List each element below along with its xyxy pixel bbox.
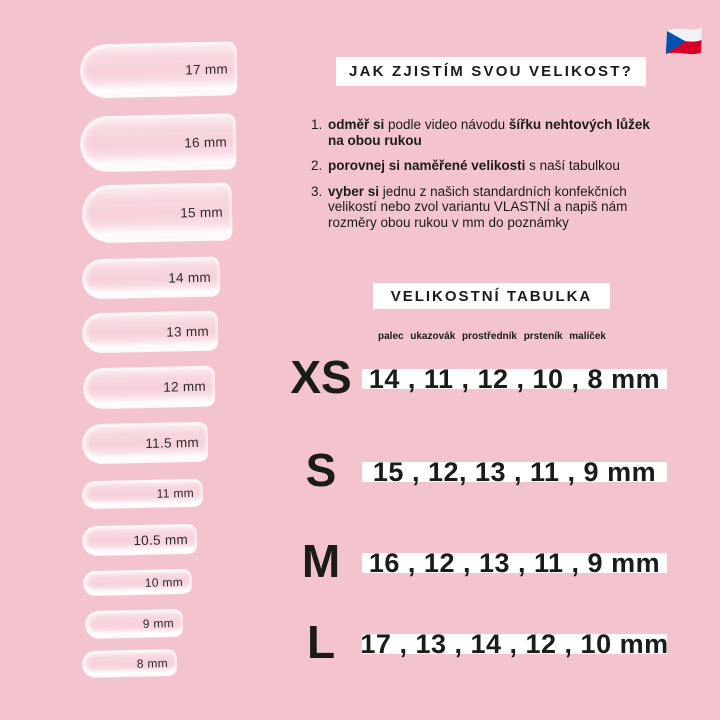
size-values: 14 , 11 , 12 , 10 , 8 mm (368, 363, 661, 394)
nail-size-label: 14 mm (168, 269, 212, 286)
size-values-bar-s: 15 , 12, 13 , 11 , 9 mm (362, 457, 667, 487)
czech-flag-icon (666, 27, 702, 55)
instruction-number: 2. (311, 158, 323, 173)
instruction-text-bold: porovnej si naměřené velikosti (328, 158, 526, 173)
instruction-item: 3. vyber si jednu z našich standardních k… (311, 184, 683, 231)
size-values: 17 , 13 , 14 , 12 , 10 mm (360, 628, 669, 659)
nail-tip: 14 mm (81, 256, 221, 300)
nail-tip: 10.5 mm (81, 523, 198, 557)
size-label-s: S (305, 444, 337, 496)
nail-size-label: 11 mm (156, 485, 195, 501)
nail-size-label: 13 mm (166, 323, 210, 340)
nail-tip: 13 mm (81, 310, 219, 354)
size-values: 16 , 12 , 13 , 11 , 9 mm (368, 547, 661, 578)
instruction-item: 2. porovnej si naměřené velikosti s naší … (311, 158, 683, 174)
size-values: 15 , 12, 13 , 11 , 9 mm (372, 456, 657, 487)
instructions-list: 1. odměř si podle video návodu šířku neht… (311, 117, 683, 240)
instruction-text-regular: podle video návodu (384, 117, 509, 132)
size-values-bar-xs: 14 , 11 , 12 , 10 , 8 mm (362, 364, 667, 394)
finger-labels-row: palec ukazovák prostředník prsteník malíček (378, 331, 606, 342)
size-values-bar-l: 17 , 13 , 14 , 12 , 10 mm (360, 629, 668, 659)
nail-tip: 17 mm (79, 41, 238, 99)
nail-size-label: 17 mm (185, 61, 229, 77)
nail-tip: 12 mm (82, 365, 216, 410)
size-label-l: L (306, 616, 336, 668)
instruction-number: 1. (311, 117, 323, 132)
instruction-text-bold: vyber si (328, 183, 380, 199)
instruction-text-regular: jednu z našich standardních konfekčních … (328, 183, 628, 230)
instruction-text-bold: odměř si (328, 117, 385, 132)
nail-size-label: 10.5 mm (133, 531, 189, 548)
instruction-text-regular: s naší tabulkou (525, 158, 620, 173)
nail-tip: 9 mm (84, 608, 184, 640)
nail-tip: 10 mm (82, 568, 193, 597)
finger-label-malicek: malíček (569, 331, 606, 342)
size-table-title: VELIKOSTNÍ TABULKA (390, 287, 593, 305)
instruction-text: porovnej si naměřené velikosti s naší ta… (328, 158, 620, 174)
nail-tip: 15 mm (81, 182, 233, 244)
instruction-item: 1. odměř si podle video návodu šířku neht… (311, 117, 683, 148)
size-label-xs: XS (290, 351, 352, 403)
nail-tip: 8 mm (81, 649, 178, 678)
instruction-text: odměř si podle video návodu šířku nehtov… (328, 117, 650, 148)
finger-label-prostrednik: prostředník (461, 331, 517, 342)
nail-size-label: 12 mm (163, 378, 207, 395)
nail-size-label: 9 mm (142, 616, 175, 631)
nail-size-label: 11.5 mm (145, 434, 200, 451)
nail-size-label: 8 mm (136, 655, 169, 671)
nail-tip: 11 mm (81, 478, 204, 510)
size-values-bar-m: 16 , 12 , 13 , 11 , 9 mm (362, 548, 667, 578)
finger-label-palec: palec (378, 331, 404, 342)
size-label-m: M (301, 535, 341, 587)
size-table-title-bar: VELIKOSTNÍ TABULKA (373, 283, 610, 309)
nail-size-label: 10 mm (144, 574, 184, 590)
instruction-number: 3. (311, 183, 323, 199)
instruction-text-bold: šířku nehtových lůžek na obou rukou (328, 117, 650, 148)
nail-tip: 11.5 mm (81, 421, 209, 465)
instruction-text: vyber si jednu z našich standardních kon… (328, 184, 627, 231)
title-bar: JAK ZJISTÍM SVOU VELIKOST? (336, 57, 646, 86)
finger-label-ukazovak: ukazovák (410, 331, 456, 342)
finger-label-prstenik: prsteník (523, 331, 563, 342)
nail-size-label: 16 mm (184, 134, 228, 150)
nail-size-label: 15 mm (180, 204, 224, 221)
page-title: JAK ZJISTÍM SVOU VELIKOST? (349, 63, 633, 80)
nail-tip: 16 mm (79, 113, 237, 173)
